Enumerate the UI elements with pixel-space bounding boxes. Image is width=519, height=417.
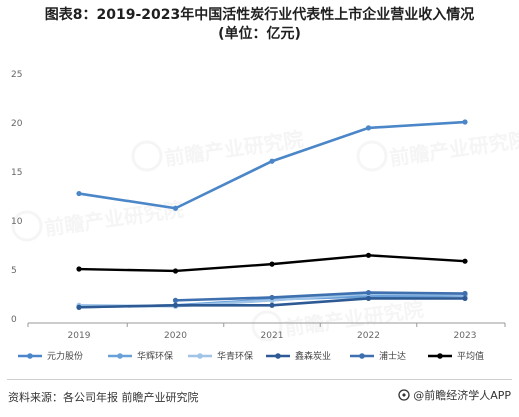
data-point [269,158,275,164]
data-point [365,252,372,258]
x-axis: 2019 2020 2021 2022 2023 [27,322,506,341]
svg-text:前瞻产业研究院: 前瞻产业研究院 [43,197,185,240]
legend-item: 华青环保 [188,350,253,362]
data-point [462,290,468,297]
series-4 [172,289,468,303]
data-point [76,266,82,272]
footer-divider [7,379,512,380]
legend: 元力股份 华辉环保 华青环保 鑫森炭业 浦士达 平均值 [18,350,484,362]
legend-swatch-marker [437,353,443,359]
legend-swatch-marker [197,353,203,359]
series-line [174,291,467,302]
legend-label: 元力股份 [47,350,83,362]
data-point [76,190,82,197]
series-5 [76,252,468,274]
y-axis: 0 5 10 15 20 25 [11,70,23,325]
x-tick-label: 2020 [164,331,187,341]
series-layer [76,119,468,310]
data-point [172,205,179,211]
legend-item: 浦士达 [350,350,406,362]
brand-logo-icon [398,389,410,401]
series-0 [76,119,468,211]
data-point [462,295,468,302]
data-point [365,125,372,131]
data-point [269,261,275,267]
legend-swatch-marker [275,353,281,359]
data-point [76,304,82,310]
x-tick-label: 2019 [68,331,91,341]
y-tick-label: 20 [11,119,23,129]
data-point [172,297,179,303]
legend-label: 平均值 [457,350,484,362]
legend-item: 鑫森炭业 [266,350,331,362]
x-tick-label: 2022 [357,331,380,341]
brand-mark: @前瞻经济学人APP [398,387,511,403]
x-tick-label: 2023 [454,331,477,341]
data-point [365,295,372,302]
chart-title: 图表8：2019-2023年中国活性炭行业代表性上市企业营业收入情况 (单位：亿… [0,6,519,44]
brand-label: @前瞻经济学人APP [413,389,511,402]
y-tick-label: 25 [11,70,22,80]
y-tick-label: 0 [11,315,17,325]
y-tick-label: 15 [11,168,22,178]
data-point [462,119,468,125]
svg-text:前瞻产业研究院: 前瞻产业研究院 [388,127,519,170]
data-point [462,258,468,264]
x-tick-label: 2021 [261,331,284,341]
data-point [269,302,275,308]
data-point [172,302,179,308]
legend-swatch-marker [27,353,33,359]
data-point [172,268,179,274]
watermark: 前瞻产业研究院 [11,197,185,242]
chart-title-line1: 图表8：2019-2023年中国活性炭行业代表性上市企业营业收入情况 [44,7,475,23]
data-point [269,294,275,301]
watermark: 前瞻产业研究院 [356,127,519,172]
watermark: 前瞻产业研究院 [131,127,305,172]
y-tick-label: 10 [11,217,23,227]
source-note: 资料来源：各公司年报 前瞻产业研究院 [8,391,199,404]
chart-title-line2: (单位：亿元) [218,26,301,42]
legend-item: 华辉环保 [108,350,173,362]
legend-item: 元力股份 [18,350,83,362]
legend-swatch-marker [117,353,123,359]
legend-label: 鑫森炭业 [295,350,331,362]
svg-text:前瞻产业研究院: 前瞻产业研究院 [163,127,305,170]
y-tick-label: 5 [11,266,17,276]
series-3 [76,295,468,310]
legend-label: 华辉环保 [137,350,173,362]
data-point [365,289,372,296]
legend-label: 浦士达 [379,350,406,362]
legend-swatch-marker [359,353,365,359]
legend-item: 平均值 [428,350,484,362]
legend-label: 华青环保 [217,350,253,362]
